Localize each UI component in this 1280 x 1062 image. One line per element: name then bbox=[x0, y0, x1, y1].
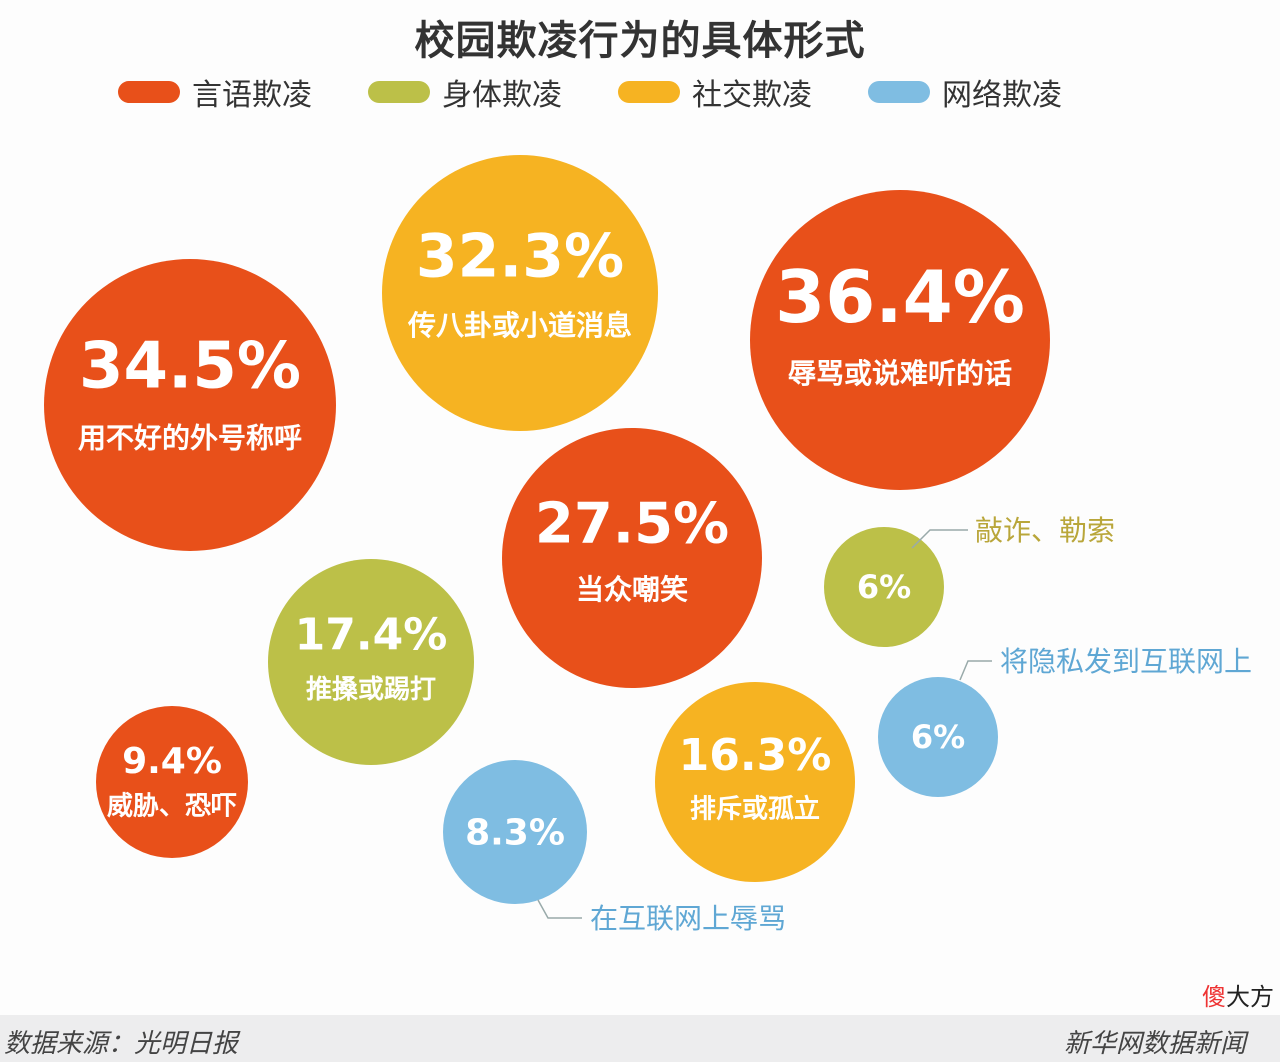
bubble-label: 排斥或孤立 bbox=[690, 793, 820, 824]
legend-item-social: 社交欺凌 bbox=[618, 70, 868, 114]
footer: 数据来源：光明日报 新华网数据新闻 傻大方 bbox=[0, 983, 1280, 1062]
bubble-value: 34.5% bbox=[79, 329, 301, 403]
bubble-label: 推搡或踢打 bbox=[306, 675, 436, 705]
legend: 言语欺凌 身体欺凌 社交欺凌 网络欺凌 bbox=[118, 70, 1118, 114]
bubble-value: 8.3% bbox=[465, 813, 565, 854]
callout-line bbox=[959, 660, 992, 681]
bubble-verbal bbox=[96, 706, 248, 858]
legend-label: 言语欺凌 bbox=[192, 78, 312, 113]
bubble-verbal bbox=[502, 428, 762, 688]
bubble-physical bbox=[824, 527, 944, 647]
legend-label: 社交欺凌 bbox=[692, 78, 812, 113]
bubble-value: 17.4% bbox=[295, 610, 448, 661]
bubble-social bbox=[655, 682, 855, 882]
bubble-verbal bbox=[44, 259, 336, 551]
callout-label: 将隐私发到互联网上 bbox=[1000, 645, 1252, 678]
bubble-label: 辱骂或说难听的话 bbox=[788, 357, 1012, 390]
bubble-value: 6% bbox=[857, 568, 911, 606]
bubble-value: 27.5% bbox=[535, 491, 729, 556]
bubble-label: 用不好的外号称呼 bbox=[78, 422, 302, 455]
legend-swatch bbox=[618, 81, 680, 103]
bubble-physical bbox=[268, 559, 474, 765]
brand-credit: 新华网数据新闻 bbox=[1063, 1029, 1246, 1059]
bubble-label: 传八卦或小道消息 bbox=[407, 309, 632, 342]
legend-swatch bbox=[118, 81, 180, 103]
bubble-value: 36.4% bbox=[775, 255, 1025, 339]
data-source: 数据来源：光明日报 bbox=[4, 1029, 239, 1059]
legend-swatch bbox=[368, 81, 430, 103]
bubble-social bbox=[382, 155, 658, 431]
bubble-cyber bbox=[878, 677, 998, 797]
callout-line bbox=[911, 529, 968, 549]
bubble-value: 6% bbox=[911, 718, 965, 756]
legend-item-cyber: 网络欺凌 bbox=[868, 70, 1118, 114]
chart-title: 校园欺凌行为的具体形式 bbox=[414, 18, 866, 64]
callout-line bbox=[537, 899, 582, 919]
legend-label: 身体欺凌 bbox=[442, 78, 562, 113]
bubble-verbal bbox=[750, 190, 1050, 490]
legend-item-verbal: 言语欺凌 bbox=[118, 70, 368, 114]
callout-label: 在互联网上辱骂 bbox=[590, 902, 786, 935]
bubble-label: 威胁、恐吓 bbox=[107, 791, 237, 822]
bubble-value: 16.3% bbox=[679, 730, 832, 781]
watermark-logo: 傻大方 bbox=[1202, 983, 1274, 1011]
bubble-cyber bbox=[443, 760, 587, 904]
bubble-label: 当众嘲笑 bbox=[576, 573, 688, 606]
bubble-value: 9.4% bbox=[122, 741, 222, 782]
legend-item-physical: 身体欺凌 bbox=[368, 70, 618, 114]
legend-swatch bbox=[868, 81, 930, 103]
callout-label: 敲诈、勒索 bbox=[975, 514, 1115, 547]
legend-label: 网络欺凌 bbox=[942, 78, 1062, 113]
bubble-chart: 34.5% 用不好的外号称呼 32.3% 传八卦或小道消息 36.4% 辱骂或说难听的话 2… bbox=[44, 155, 1252, 935]
bubble-value: 32.3% bbox=[416, 221, 624, 291]
